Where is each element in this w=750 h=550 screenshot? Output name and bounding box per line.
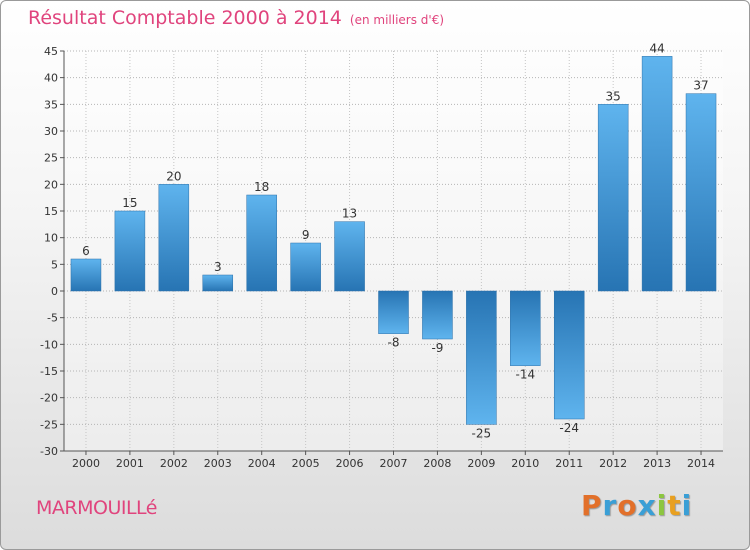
- value-label-2000: 6: [82, 244, 90, 258]
- y-tick-label: -30: [40, 445, 58, 458]
- y-tick-label: 10: [44, 232, 58, 245]
- bar-2009[interactable]: [466, 290, 497, 425]
- value-label-2006: 13: [342, 207, 357, 221]
- bar-2012[interactable]: [597, 104, 629, 292]
- value-label-2010: -14: [515, 368, 535, 382]
- x-tick-label: 2007: [380, 457, 408, 470]
- bars: [70, 56, 717, 425]
- x-tick-label: 2008: [423, 457, 451, 470]
- y-tick-label: 5: [51, 258, 58, 271]
- bar-2005[interactable]: [290, 242, 321, 292]
- logo-letter: r: [602, 489, 618, 522]
- y-tick-label: -15: [40, 365, 58, 378]
- bar-2011[interactable]: [553, 290, 585, 420]
- value-label-2001: 15: [122, 196, 137, 210]
- commune-name: MARMOUILLé: [36, 497, 157, 519]
- x-tick-label: 2011: [555, 457, 583, 470]
- y-tick-label: 30: [44, 125, 58, 138]
- bar-2008[interactable]: [422, 290, 453, 340]
- logo-letter: i: [681, 489, 693, 522]
- x-tick-label: 2012: [599, 457, 627, 470]
- x-tick-label: 2003: [204, 457, 232, 470]
- logo-letter: t: [667, 489, 682, 522]
- x-tick-label: 2000: [72, 457, 100, 470]
- bar-2006[interactable]: [334, 221, 365, 292]
- y-tick-label: -25: [40, 418, 58, 431]
- value-label-2013: 44: [649, 41, 664, 55]
- chart-unit-text: (en milliers d'€): [349, 13, 445, 27]
- bar-2014[interactable]: [685, 93, 717, 292]
- value-label-2004: 18: [254, 180, 269, 194]
- bar-2003[interactable]: [202, 274, 234, 292]
- bar-2010[interactable]: [510, 290, 541, 366]
- bar-2007[interactable]: [378, 290, 409, 334]
- value-label-2008: -9: [431, 341, 443, 355]
- logo-letter: P: [581, 489, 603, 522]
- bar-2004[interactable]: [246, 194, 277, 292]
- y-tick-label: -10: [40, 338, 58, 351]
- logo-letter: i: [656, 489, 668, 522]
- y-tick-label: 40: [44, 72, 58, 85]
- chart-title: Résultat Comptable 2000 à 2014 (en millie…: [28, 7, 444, 29]
- logo-letter: o: [617, 489, 638, 522]
- y-tick-label: 15: [44, 205, 58, 218]
- bar-2000[interactable]: [70, 258, 102, 292]
- x-tick-label: 2009: [467, 457, 495, 470]
- x-tick-label: 2006: [336, 457, 364, 470]
- value-label-2014: 37: [693, 79, 708, 93]
- x-tick-label: 2014: [687, 457, 715, 470]
- x-tick-label: 2010: [511, 457, 539, 470]
- axes: 45 40 35 30 25 20 15 10 5 0 -5 -10 -15 -20 -25 -30 2000 2…: [40, 45, 723, 470]
- y-tick-label: 20: [44, 178, 58, 191]
- chart-title-text: Résultat Comptable 2000 à 2014: [28, 7, 342, 29]
- value-label-2005: 9: [302, 228, 310, 242]
- logo-letter: x: [637, 489, 657, 522]
- x-tick-label: 2013: [643, 457, 671, 470]
- bar-2013[interactable]: [641, 56, 673, 292]
- bar-2001[interactable]: [114, 210, 146, 292]
- y-tick-label: 35: [44, 98, 58, 111]
- y-tick-label: 25: [44, 152, 58, 165]
- y-tick-label: -5: [47, 312, 58, 325]
- y-tick-label: -20: [40, 392, 58, 405]
- y-tick-label: 0: [51, 285, 58, 298]
- y-tick-label: 45: [44, 45, 58, 58]
- value-label-2002: 20: [166, 169, 181, 183]
- value-label-2011: -24: [559, 421, 579, 435]
- value-label-2009: -25: [472, 426, 492, 440]
- x-tick-label: 2005: [292, 457, 320, 470]
- x-tick-label: 2001: [116, 457, 144, 470]
- value-labels: 6 15 20 3 18 9 13 -8 -9 -25 -14 -24 35 44 37: [82, 41, 709, 440]
- value-label-2007: -8: [388, 336, 400, 350]
- proxiti-logo[interactable]: Proxiti: [581, 489, 692, 522]
- value-label-2012: 35: [606, 89, 621, 103]
- x-tick-label: 2004: [248, 457, 276, 470]
- bar-2002[interactable]: [158, 184, 190, 292]
- x-tick-label: 2002: [160, 457, 188, 470]
- value-label-2003: 3: [214, 260, 222, 274]
